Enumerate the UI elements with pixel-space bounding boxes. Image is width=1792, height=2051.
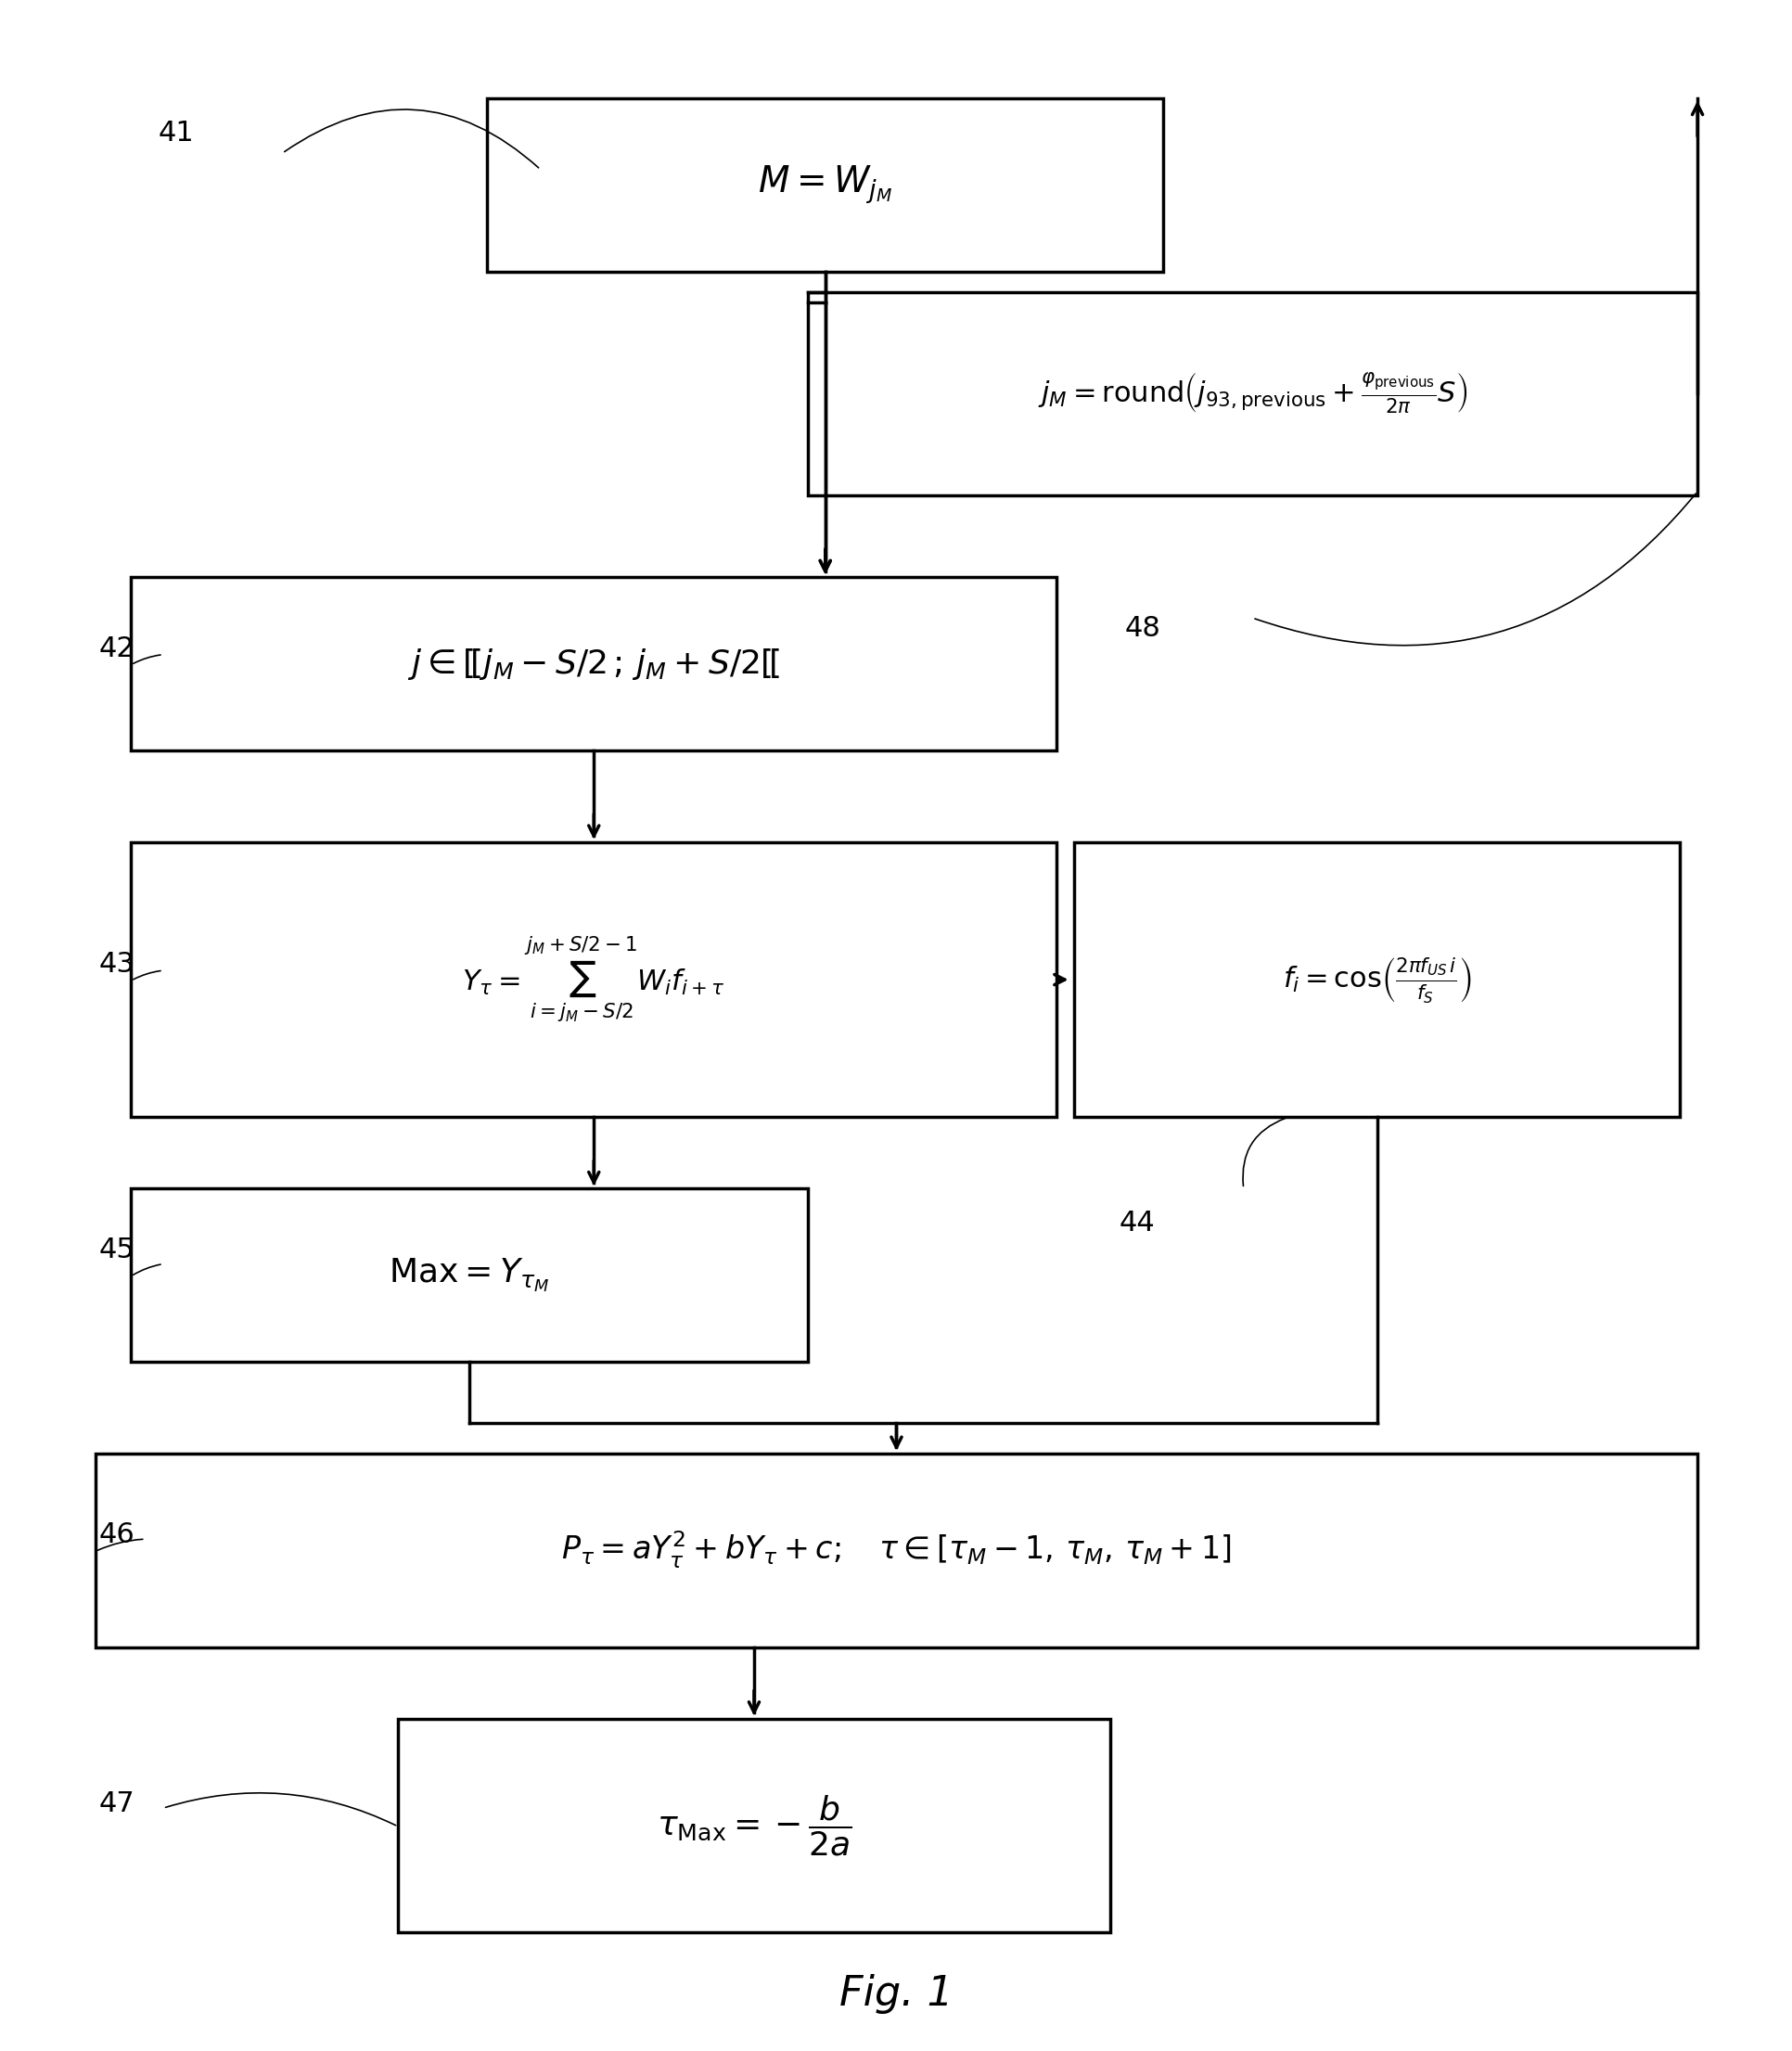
Text: 44: 44 [1118, 1210, 1154, 1237]
Text: $j_M = \mathrm{round}\left(j_{93,\mathrm{previous}} + \frac{\varphi_{\mathrm{pre: $j_M = \mathrm{round}\left(j_{93,\mathrm… [1038, 371, 1466, 416]
FancyBboxPatch shape [131, 1188, 806, 1362]
FancyBboxPatch shape [131, 576, 1055, 751]
Text: $P_\tau = aY_\tau^2 + bY_\tau + c;\quad \tau \in [\tau_M-1,\, \tau_M,\, \tau_M+1: $P_\tau = aY_\tau^2 + bY_\tau + c;\quad … [561, 1530, 1231, 1571]
FancyBboxPatch shape [398, 1719, 1109, 1932]
FancyBboxPatch shape [131, 843, 1055, 1118]
Text: 47: 47 [99, 1791, 134, 1817]
Text: 48: 48 [1124, 615, 1159, 642]
FancyBboxPatch shape [95, 1454, 1697, 1647]
Text: 41: 41 [158, 119, 194, 146]
Text: 45: 45 [99, 1237, 134, 1263]
Text: $j \in [\![j_M - S/2\,;\, j_M + S/2[\![$: $j \in [\![j_M - S/2\,;\, j_M + S/2[\![$ [407, 646, 780, 681]
Text: 43: 43 [99, 952, 134, 978]
Text: 42: 42 [99, 636, 134, 662]
Text: $Y_\tau = \sum_{i=j_M-S/2}^{j_M+S/2-1} W_i f_{i+\tau}$: $Y_\tau = \sum_{i=j_M-S/2}^{j_M+S/2-1} W… [462, 935, 726, 1023]
FancyBboxPatch shape [487, 98, 1163, 271]
Text: $f_i = \cos\!\left(\frac{2\pi f_{US}\,i}{f_S}\right)$: $f_i = \cos\!\left(\frac{2\pi f_{US}\,i}… [1281, 956, 1471, 1005]
Text: 46: 46 [99, 1522, 134, 1549]
FancyBboxPatch shape [806, 291, 1697, 496]
Text: Fig. 1: Fig. 1 [839, 1973, 953, 2014]
Text: $M = W_{j_M}$: $M = W_{j_M}$ [758, 164, 892, 205]
Text: $\mathrm{Max} = Y_{\tau_M}$: $\mathrm{Max} = Y_{\tau_M}$ [389, 1257, 550, 1294]
FancyBboxPatch shape [1073, 843, 1679, 1118]
Text: $\tau_{\mathrm{Max}} = -\dfrac{b}{2a}$: $\tau_{\mathrm{Max}} = -\dfrac{b}{2a}$ [656, 1793, 851, 1858]
